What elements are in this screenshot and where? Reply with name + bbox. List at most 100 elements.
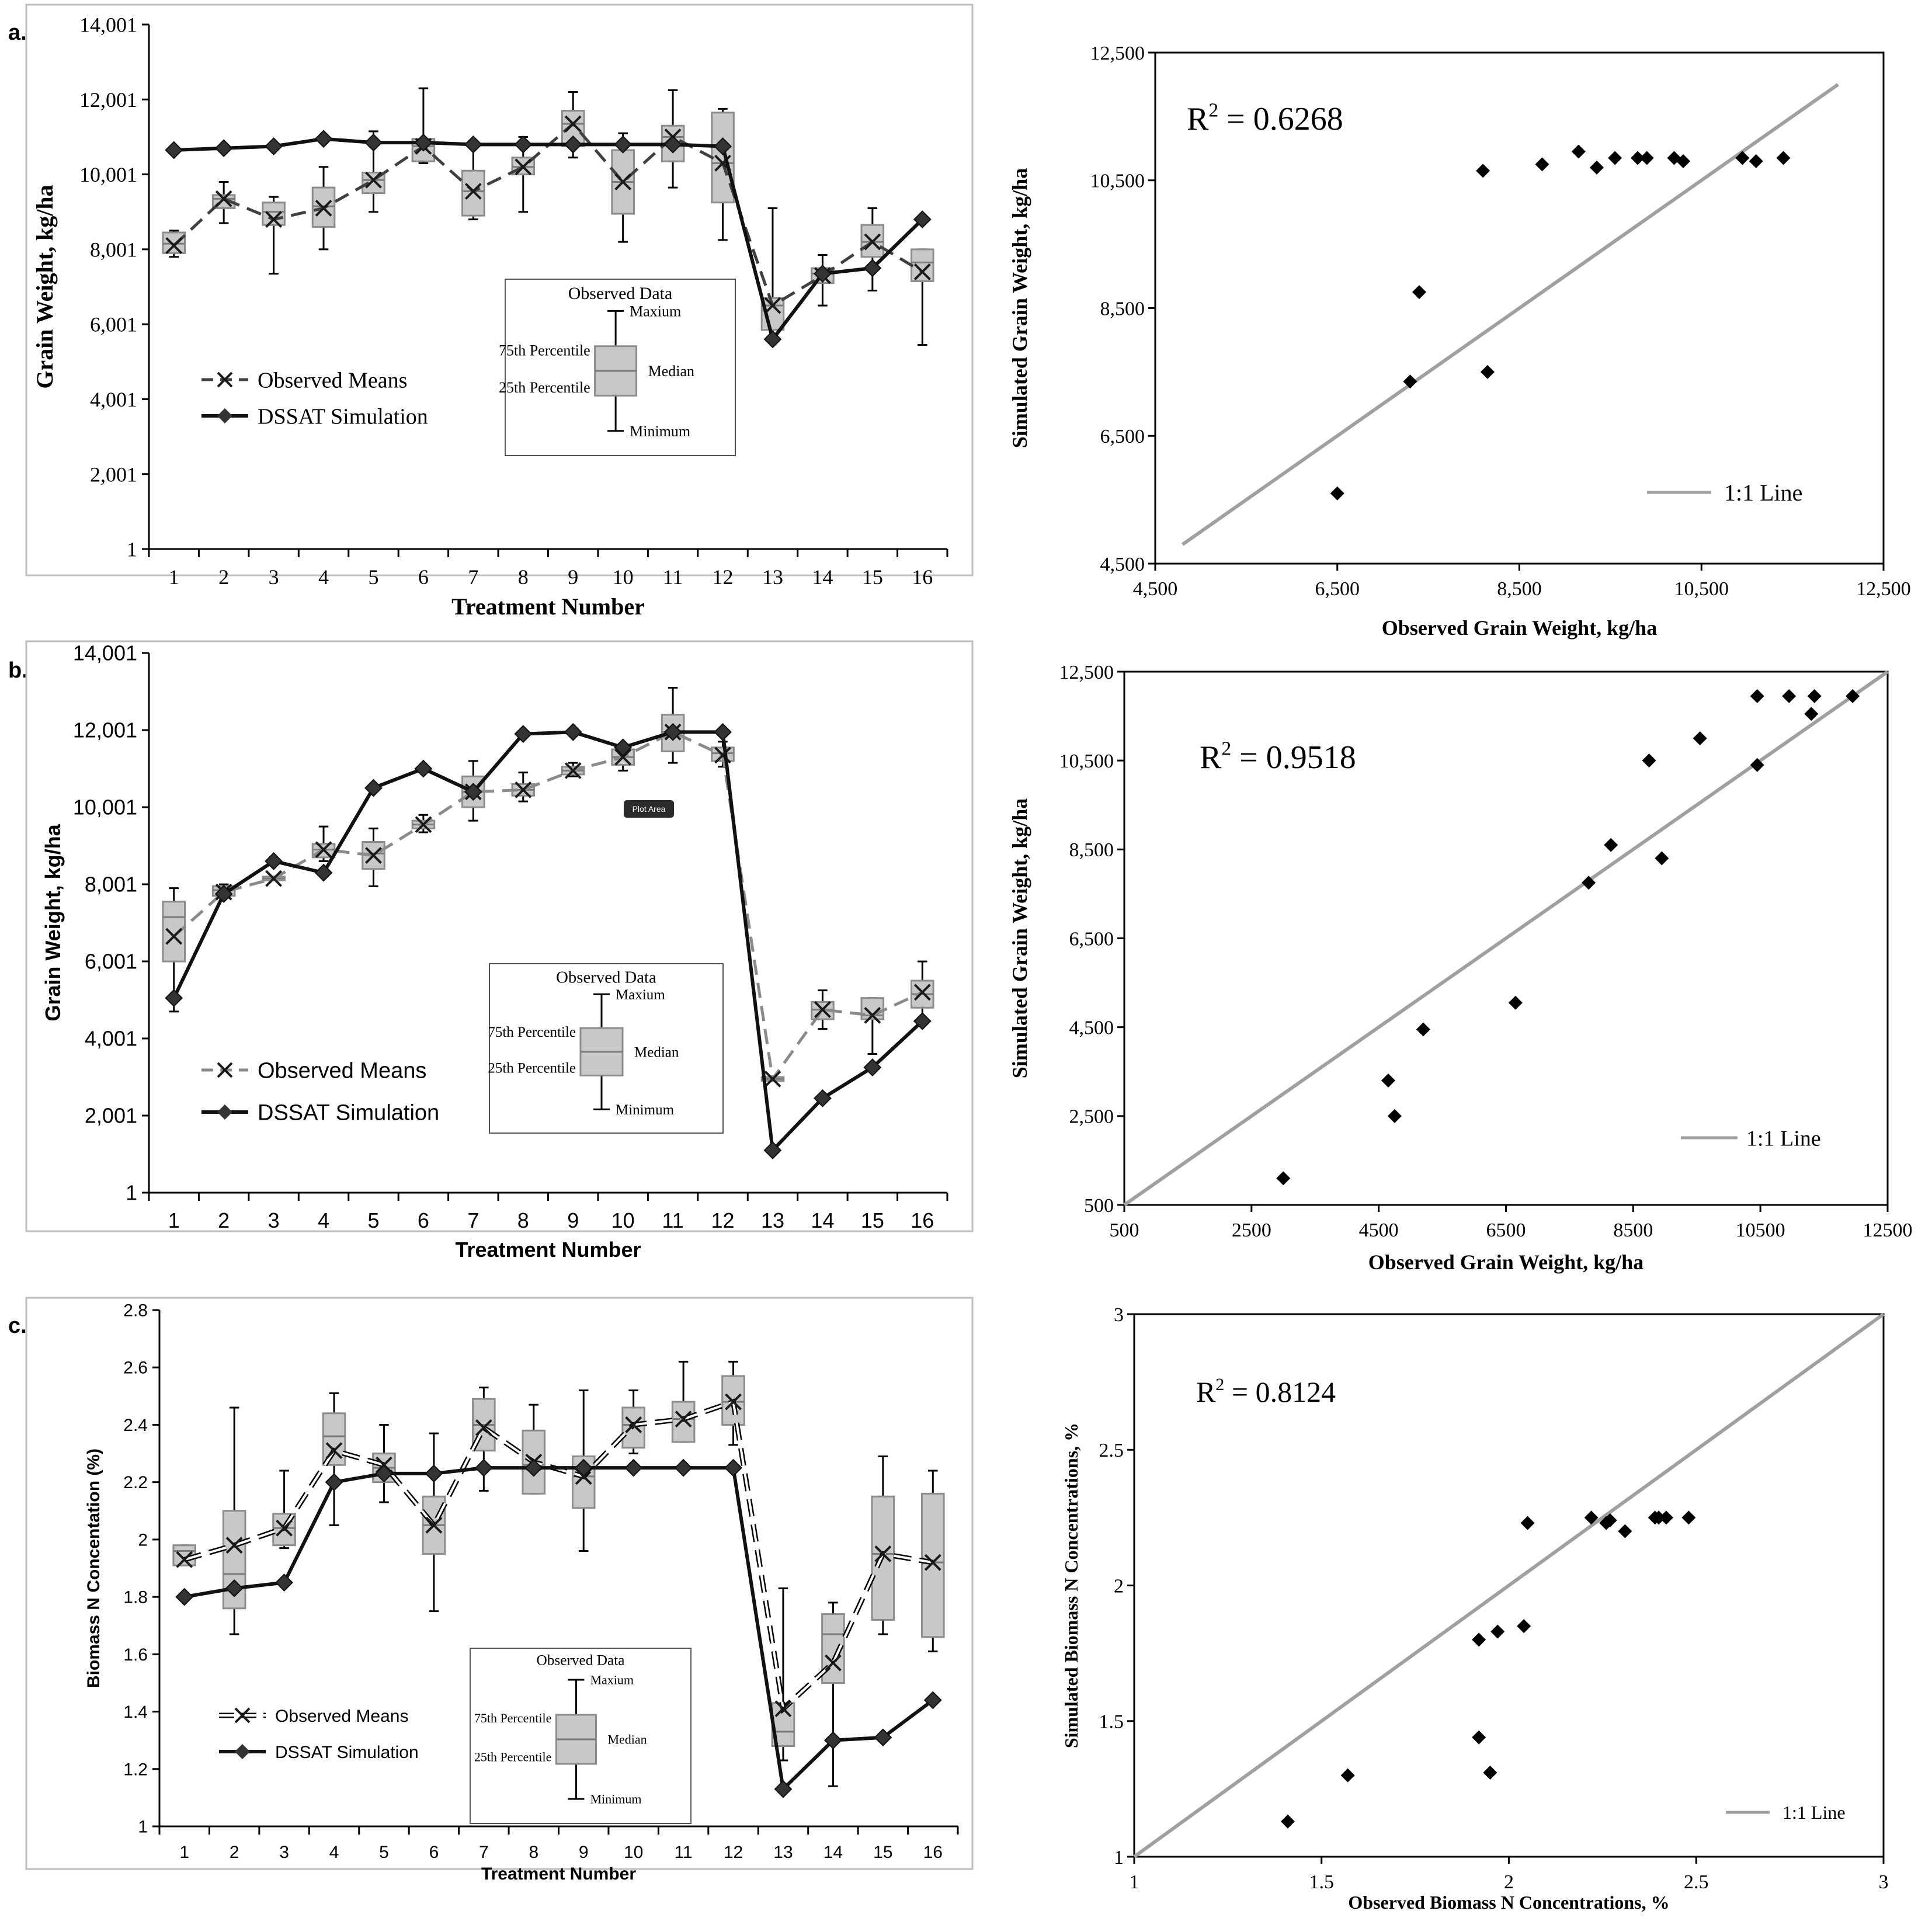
x-tick-label: 16 (912, 565, 933, 589)
observed-mean-marker (874, 1545, 892, 1562)
x-axis-label: Observed Grain Weight, kg/ha (1368, 1250, 1643, 1274)
box-legend-min-label: Minimum (630, 423, 690, 440)
simulation-marker (165, 141, 183, 159)
series-observed-means-line (173, 730, 923, 1083)
series-dssat-simulation-line (172, 730, 924, 1155)
y-tick-label: 12,001 (79, 88, 137, 112)
simulation-marker (165, 989, 183, 1008)
plot-area-tooltip (624, 800, 674, 818)
simulation-marker (514, 725, 533, 744)
x-tick-label: 3 (279, 1843, 289, 1862)
x-tick-label: 12,500 (1856, 578, 1911, 600)
scatter-point (1846, 689, 1860, 703)
x-axis-label: Observed Biomass N Concentrations, % (1348, 1892, 1669, 1913)
scatter-point (1782, 689, 1797, 703)
y-tick-label: 3 (1114, 1304, 1124, 1326)
box-legend-p25-label: 25th Percentile (474, 1750, 552, 1764)
y-tick-label: 2.4 (123, 1416, 148, 1435)
r-squared-label: R2 = 0.8124 (1196, 1375, 1336, 1408)
x-tick-label: 2 (230, 1843, 239, 1862)
simulation-marker (425, 1464, 443, 1483)
y-tick-label: 10,500 (1090, 171, 1145, 192)
observed-mean-marker (265, 870, 283, 887)
chart-c-scatter: 1 1.5 2 2.5 3 1 1.5 2 2.5 3 Observed Biomass N Con… (1061, 1304, 1889, 1913)
legend-simulation-label: DSSAT Simulation (258, 1101, 439, 1125)
simulation-marker (325, 1473, 343, 1492)
y-tick-label: 2.2 (123, 1473, 148, 1492)
x-tick-label: 5 (379, 1843, 389, 1862)
scatter-point (1480, 364, 1495, 379)
scatter-point (1608, 151, 1622, 165)
legend-observed-marker (217, 1062, 233, 1078)
simulation-marker (265, 137, 283, 155)
legend-observed-label: Observed Means (258, 1059, 426, 1083)
observed-mean-marker (913, 263, 931, 280)
scatter-point (1681, 1510, 1696, 1525)
scatter-point (1472, 1632, 1486, 1647)
box-legend-title: Observed Data (536, 1652, 624, 1669)
x-tick-label: 10 (611, 1208, 635, 1232)
observed-mean-marker (325, 1442, 343, 1460)
box-legend-p25-label: 25th Percentile (488, 1060, 576, 1076)
r-squared-value: 0.8124 (1256, 1375, 1336, 1408)
legend-observed-marker (217, 371, 233, 388)
legend-observed-marker (234, 1707, 251, 1724)
observed-mean-marker (365, 847, 382, 864)
x-tick-label: 11 (675, 1843, 693, 1862)
simulation-marker (663, 135, 682, 154)
x-tick-label: 8 (517, 1208, 529, 1232)
chart-b-scatter: 500 2500 4500 6500 8500 10500 12500 500 2,500 4,5… (1008, 662, 1913, 1274)
legend-simulation-label: DSSAT Simulation (275, 1743, 419, 1762)
legend-observed-label: Observed Means (258, 369, 407, 393)
observed-mean-marker (714, 746, 731, 764)
simulation-marker (714, 722, 732, 741)
y-axis-label: Simulated Biomass N Concentrations, % (1061, 1423, 1082, 1748)
box-legend-median-label: Median (648, 363, 694, 380)
box (860, 224, 885, 258)
x-tick-label: 10500 (1736, 1220, 1785, 1241)
y-tick-label: 1.4 (123, 1703, 148, 1722)
observed-mean-marker (564, 762, 582, 779)
box (461, 169, 485, 217)
observed-mean-marker (515, 781, 532, 798)
x-tick-label: 1 (1130, 1871, 1139, 1893)
observed-mean-marker (475, 1419, 492, 1436)
x-tick-label: 12500 (1863, 1220, 1913, 1241)
x-tick-label: 13 (761, 1208, 784, 1232)
scatter-point (1381, 1073, 1396, 1088)
plot-area-tooltip-text: Plot Area (633, 804, 666, 814)
x-tick-label: 5 (367, 1208, 379, 1232)
x-tick-label: 12 (711, 1208, 735, 1232)
simulation-marker (724, 1458, 742, 1477)
scatter-point (1807, 689, 1822, 703)
simulation-marker (514, 135, 533, 154)
x-tick-label: 6 (418, 565, 429, 589)
y-axis-label: Biomass N Concentation (%) (84, 1448, 103, 1688)
y-tick-label: 2.6 (123, 1359, 148, 1378)
x-tick-label: 2 (218, 565, 229, 589)
box-legend-max-label: Maxium (616, 987, 665, 1003)
simulation-marker (464, 783, 482, 801)
simulation-marker (464, 135, 482, 154)
y-tick-label: 2 (138, 1530, 148, 1550)
y-tick-label: 4,001 (85, 1027, 137, 1051)
y-tick-label: 1.6 (123, 1645, 148, 1665)
simulation-marker (225, 1579, 244, 1597)
scatter-point (1490, 1624, 1505, 1639)
y-tick-label: 8,001 (90, 238, 137, 261)
simulation-marker (913, 210, 932, 229)
y-tick-label: 8,500 (1100, 298, 1145, 319)
y-tick-label: 500 (1084, 1195, 1114, 1217)
simulation-marker (214, 139, 233, 158)
y-tick-label: 10,001 (79, 163, 137, 186)
scatter-point (1655, 851, 1669, 866)
scatter-point (1631, 151, 1645, 165)
y-tick-label: 10,001 (73, 795, 137, 819)
y-tick-label: 14,001 (73, 641, 137, 665)
scatter-point (1659, 1510, 1673, 1525)
y-tick-label: 6,001 (90, 313, 137, 336)
scatter-point (1735, 151, 1750, 165)
simulation-marker (774, 1780, 793, 1798)
observed-mean-marker (464, 183, 482, 200)
